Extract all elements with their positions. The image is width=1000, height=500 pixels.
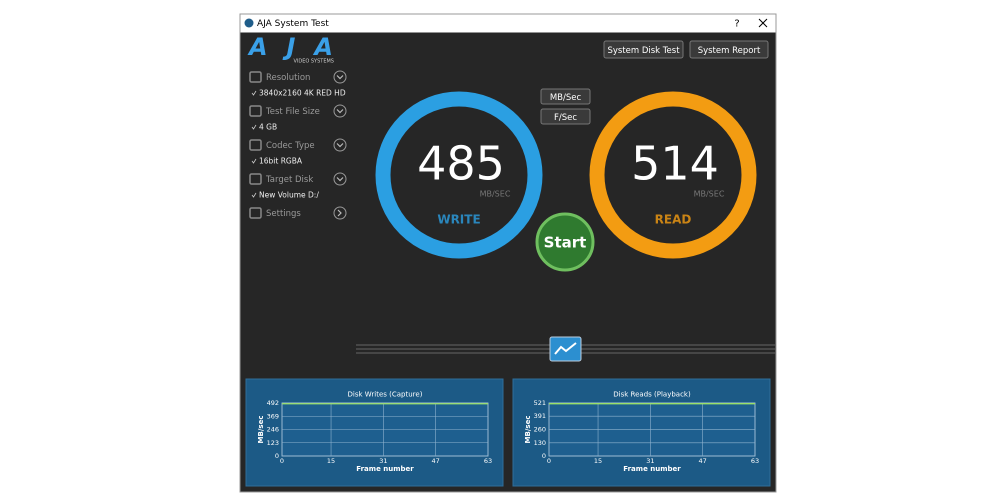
y-tick-label: 260 bbox=[534, 426, 546, 434]
setting-value: 16bit RGBA bbox=[259, 157, 303, 166]
x-tick-label: 31 bbox=[379, 457, 387, 465]
x-tick-label: 63 bbox=[484, 457, 492, 465]
graph-icon bbox=[554, 342, 577, 355]
chevron bbox=[336, 75, 344, 80]
check-mark bbox=[251, 158, 257, 164]
y-tick-label: 492 bbox=[267, 399, 279, 407]
expand-button[interactable] bbox=[333, 206, 347, 220]
check-mark bbox=[251, 90, 257, 96]
gauge-label: WRITE bbox=[437, 213, 480, 227]
chart-title: Disk Reads (Playback) bbox=[613, 391, 691, 399]
help-button[interactable]: ? bbox=[734, 19, 739, 30]
setting-icon bbox=[249, 173, 262, 185]
gauge-ring bbox=[589, 91, 757, 259]
x-tick-label: 47 bbox=[699, 457, 707, 465]
x-tick-label: 0 bbox=[280, 457, 284, 465]
setting-value: 3840x2160 4K RED HD bbox=[259, 89, 346, 98]
expand-button[interactable] bbox=[333, 138, 347, 152]
y-tick-label: 391 bbox=[534, 412, 546, 420]
x-axis-label: Frame number bbox=[356, 465, 414, 473]
x-axis-label: Frame number bbox=[623, 465, 681, 473]
start-button[interactable] bbox=[535, 212, 595, 272]
chevron bbox=[336, 109, 344, 114]
f-sec-button-label: F/Sec bbox=[554, 113, 577, 123]
x-tick-label: 63 bbox=[751, 457, 759, 465]
window-title: AJA System Test bbox=[257, 19, 329, 29]
setting-icon bbox=[249, 139, 262, 151]
y-tick-label: 0 bbox=[275, 452, 279, 460]
expand-button[interactable] bbox=[333, 70, 347, 84]
x-tick-label: 0 bbox=[547, 457, 551, 465]
start-label: Start bbox=[544, 234, 587, 252]
gauge-ring bbox=[375, 91, 543, 259]
y-axis-label: MB/sec bbox=[524, 416, 532, 444]
graph-toggle[interactable] bbox=[549, 336, 582, 362]
gauge-value: 485 bbox=[417, 137, 505, 191]
gauge-label: READ bbox=[655, 213, 692, 227]
gauge-unit: MB/SEC bbox=[694, 190, 725, 199]
setting-value: New Volume D:/ bbox=[259, 191, 319, 200]
setting-value: 4 GB bbox=[259, 123, 277, 132]
chart-title: Disk Writes (Capture) bbox=[348, 391, 423, 399]
app-icon bbox=[244, 18, 254, 28]
y-tick-label: 130 bbox=[534, 439, 546, 447]
setting-icon bbox=[249, 71, 262, 83]
setting-label[interactable]: Codec Type bbox=[266, 141, 315, 151]
x-tick-label: 47 bbox=[432, 457, 440, 465]
setting-label[interactable]: Settings bbox=[266, 209, 301, 219]
x-tick-label: 31 bbox=[646, 457, 654, 465]
chevron bbox=[336, 177, 344, 182]
logo: AJA bbox=[247, 33, 333, 61]
system-disk-test-button[interactable] bbox=[603, 40, 684, 59]
setting-label[interactable]: Resolution bbox=[266, 73, 310, 83]
setting-icon bbox=[249, 207, 262, 219]
system-report-button[interactable] bbox=[689, 40, 769, 59]
system-report-button-label: System Report bbox=[698, 46, 761, 56]
chevron bbox=[336, 143, 344, 148]
y-tick-label: 0 bbox=[542, 452, 546, 460]
y-tick-label: 246 bbox=[267, 426, 279, 434]
mb-sec-button[interactable] bbox=[540, 88, 591, 105]
logo-tagline: VIDEO SYSTEMS bbox=[293, 59, 334, 65]
setting-label[interactable]: Target Disk bbox=[265, 175, 313, 185]
check-mark bbox=[251, 192, 257, 198]
gauge-value: 514 bbox=[631, 137, 719, 191]
f-sec-button[interactable] bbox=[540, 108, 591, 125]
y-tick-label: 123 bbox=[267, 439, 279, 447]
expand-button[interactable] bbox=[333, 104, 347, 118]
x-tick-label: 15 bbox=[327, 457, 335, 465]
check-mark bbox=[251, 124, 257, 130]
system-disk-test-button-label: System Disk Test bbox=[607, 46, 680, 56]
close-button[interactable] bbox=[758, 18, 768, 28]
y-tick-label: 369 bbox=[267, 412, 279, 420]
title-bar bbox=[240, 14, 776, 33]
setting-icon bbox=[249, 105, 262, 117]
expand-button[interactable] bbox=[333, 172, 347, 186]
y-axis-label: MB/sec bbox=[257, 416, 265, 444]
x-tick-label: 15 bbox=[594, 457, 602, 465]
y-tick-label: 521 bbox=[534, 399, 546, 407]
setting-label[interactable]: Test File Size bbox=[265, 107, 320, 117]
chevron bbox=[337, 209, 342, 217]
gauge-unit: MB/SEC bbox=[480, 190, 511, 199]
mb-sec-button-label: MB/Sec bbox=[550, 93, 582, 103]
